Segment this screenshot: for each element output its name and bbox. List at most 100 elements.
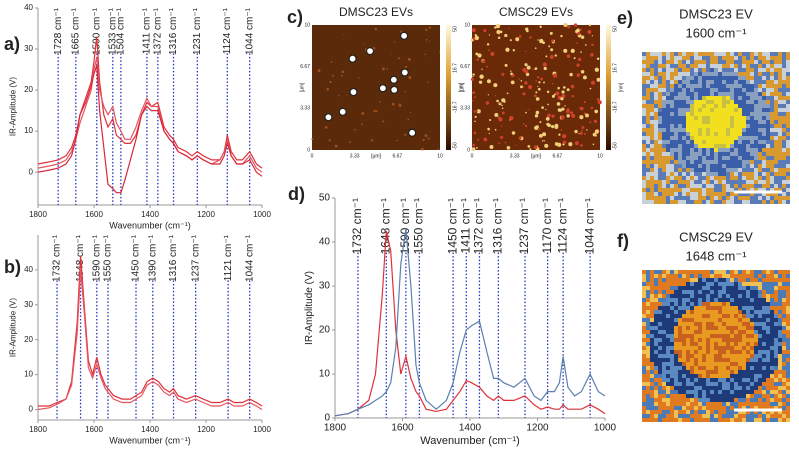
ir-pixel <box>670 132 674 136</box>
ir-pixel <box>730 378 734 382</box>
ir-pixel <box>742 298 746 302</box>
ir-pixel <box>678 286 682 290</box>
ir-pixel <box>762 310 766 314</box>
afm-grain <box>580 132 583 135</box>
ir-pixel <box>750 200 754 204</box>
afm-grain <box>408 58 411 61</box>
ir-pixel <box>758 88 762 92</box>
afm-grain <box>483 138 487 142</box>
ir-pixel <box>690 290 694 294</box>
ir-pixel <box>742 108 746 112</box>
afm-grain <box>475 34 477 36</box>
ir-pixel <box>650 188 654 192</box>
ir-pixel <box>650 382 654 386</box>
ir-pixel <box>666 398 670 402</box>
ir-pixel <box>742 378 746 382</box>
ir-pixel <box>774 52 778 56</box>
ir-pixel <box>650 84 654 88</box>
ir-pixel <box>674 390 678 394</box>
ir-pixel <box>726 398 730 402</box>
ir-pixel <box>782 338 786 342</box>
ir-pixel <box>702 120 706 124</box>
ir-pixel <box>718 354 722 358</box>
ir-pixel <box>658 72 662 76</box>
ir-pixel <box>734 116 738 120</box>
ir-pixel <box>674 410 678 414</box>
ir-pixel <box>670 394 674 398</box>
ir-pixel <box>750 116 754 120</box>
image-y-tick: 3.33 <box>300 106 310 112</box>
ir-pixel <box>658 326 662 330</box>
ir-pixel <box>742 88 746 92</box>
ir-pixel <box>722 76 726 80</box>
ir-pixel <box>770 270 774 274</box>
ir-pixel <box>734 112 738 116</box>
ir-pixel <box>666 302 670 306</box>
ir-pixel <box>650 172 654 176</box>
ir-pixel <box>670 196 674 200</box>
ir-pixel <box>654 128 658 132</box>
ir-pixel <box>722 60 726 64</box>
ir-pixel <box>646 318 650 322</box>
ir-pixel <box>782 294 786 298</box>
ir-pixel <box>690 80 694 84</box>
ir-pixel <box>690 76 694 80</box>
ir-pixel <box>786 418 790 422</box>
ir-pixel <box>682 140 686 144</box>
ir-pixel <box>754 128 758 132</box>
ir-pixel <box>714 76 718 80</box>
ir-pixel <box>738 196 742 200</box>
ir-pixel <box>642 294 646 298</box>
ir-pixel <box>734 358 738 362</box>
ir-pixel <box>670 354 674 358</box>
afm-grain <box>500 136 503 139</box>
ir-pixel <box>654 330 658 334</box>
ir-pixel <box>778 278 782 282</box>
ir-pixel <box>650 366 654 370</box>
ir-pixel <box>730 342 734 346</box>
ir-pixel <box>786 52 790 56</box>
ir-pixel <box>658 140 662 144</box>
ir-pixel <box>722 108 726 112</box>
afm-grain <box>557 87 560 90</box>
ir-pixel <box>730 382 734 386</box>
ir-pixel <box>666 164 670 168</box>
ir-pixel <box>654 144 658 148</box>
ir-pixel <box>702 358 706 362</box>
y-tick-label: 0 <box>29 167 34 176</box>
afm-grain <box>537 86 538 87</box>
ir-pixel <box>718 298 722 302</box>
ir-pixel <box>650 120 654 124</box>
ir-pixel <box>678 108 682 112</box>
ir-pixel <box>746 394 750 398</box>
ir-pixel <box>698 180 702 184</box>
y-tick-label: 30 <box>319 281 331 292</box>
afm-grain <box>496 30 500 34</box>
ir-pixel <box>778 160 782 164</box>
ir-pixel <box>694 382 698 386</box>
ir-pixel <box>690 402 694 406</box>
ir-pixel <box>734 124 738 128</box>
ir-pixel <box>774 390 778 394</box>
ir-pixel <box>734 286 738 290</box>
ir-pixel <box>770 322 774 326</box>
ir-pixel <box>738 96 742 100</box>
ir-pixel <box>666 120 670 124</box>
ir-pixel <box>778 398 782 402</box>
ir-pixel <box>694 342 698 346</box>
ir-pixel <box>674 278 678 282</box>
ir-pixel <box>674 124 678 128</box>
ir-pixel <box>782 354 786 358</box>
ir-pixel <box>702 334 706 338</box>
ir-pixel <box>678 318 682 322</box>
ir-pixel <box>686 100 690 104</box>
ir-pixel <box>706 156 710 160</box>
ir-pixel <box>670 326 674 330</box>
afm-grain <box>486 101 489 104</box>
ir-pixel <box>774 414 778 418</box>
afm-grain <box>566 110 570 114</box>
ir-pixel <box>730 374 734 378</box>
ir-pixel <box>746 176 750 180</box>
afm-grain <box>569 73 572 76</box>
ir-pixel <box>646 128 650 132</box>
